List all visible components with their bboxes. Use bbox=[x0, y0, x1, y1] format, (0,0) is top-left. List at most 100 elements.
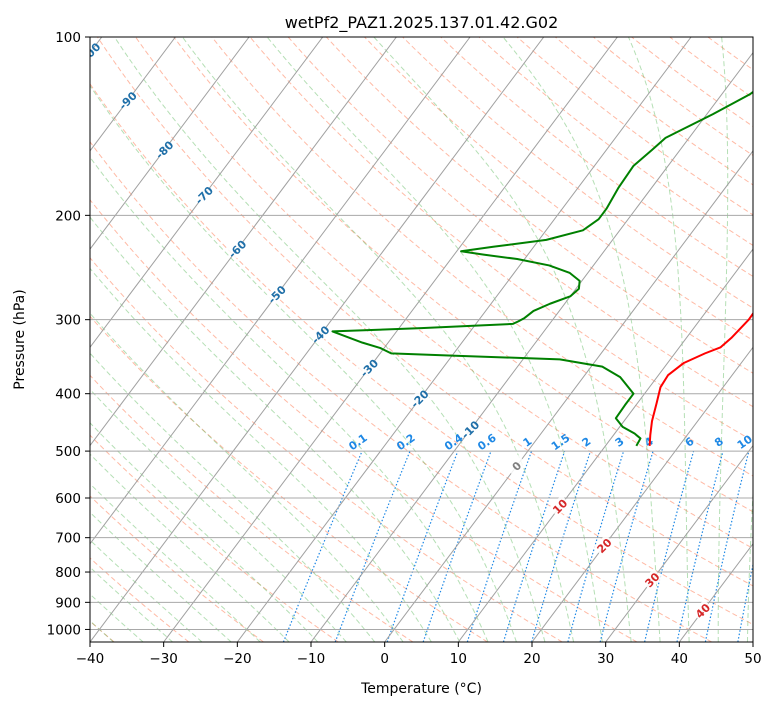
mixing-ratio-label: 3 bbox=[613, 435, 627, 450]
dry-adiabat-line bbox=[325, 37, 753, 374]
isotherm-line bbox=[90, 37, 397, 447]
dry-adiabat-line bbox=[211, 37, 753, 477]
dry-adiabat-line bbox=[90, 315, 488, 642]
mixing-ratio-line bbox=[644, 450, 695, 642]
isotherm-line bbox=[90, 37, 250, 250]
moist-adiabat-line bbox=[717, 37, 729, 642]
x-tick-label: 30 bbox=[597, 651, 614, 667]
dry-adiabat-line bbox=[402, 37, 753, 309]
y-tick-label: 400 bbox=[55, 387, 81, 403]
y-tick-label: 500 bbox=[55, 444, 81, 460]
isotherm-line bbox=[752, 641, 753, 642]
moist-adiabat-line bbox=[502, 37, 661, 642]
isotherm-label: 40 bbox=[693, 601, 713, 621]
isotherm-label: 20 bbox=[595, 536, 615, 556]
y-tick-label: 900 bbox=[55, 595, 81, 611]
mixing-ratio-line bbox=[422, 450, 492, 642]
dry-adiabat-line bbox=[554, 37, 753, 186]
y-axis-label: Pressure (hPa) bbox=[12, 289, 28, 389]
x-tick-label: 0 bbox=[380, 651, 389, 667]
mixing-ratio-line bbox=[282, 450, 363, 642]
moist-adiabat-line bbox=[90, 352, 376, 642]
x-tick-label: 20 bbox=[523, 651, 540, 667]
isotherm-label-bg bbox=[226, 237, 248, 260]
isotherm-label-bg bbox=[153, 138, 176, 161]
isotherm-label: -20 bbox=[408, 387, 431, 410]
moist-adiabat-line bbox=[90, 388, 347, 642]
isotherm-label: -60 bbox=[226, 238, 249, 261]
y-tick-label: 300 bbox=[55, 313, 81, 329]
y-axis: 1000 900 800 700 600 500 400 300 200 100 bbox=[47, 30, 90, 638]
isotherm-line bbox=[90, 37, 176, 152]
isotherm-line bbox=[457, 248, 753, 642]
isotherm-line bbox=[90, 37, 324, 349]
x-axis-label: Temperature (°C) bbox=[360, 681, 482, 697]
isotherm-label: -30 bbox=[358, 356, 381, 379]
isotherm-label-bg bbox=[592, 534, 615, 557]
mixing-ratio-label: 8 bbox=[712, 435, 726, 450]
plot-frame bbox=[89, 36, 754, 643]
isotherm-label-bg bbox=[505, 454, 528, 477]
mixing-ratio-line bbox=[567, 450, 625, 642]
isotherm-label-bg bbox=[265, 283, 288, 306]
y-tick-label: 600 bbox=[55, 491, 81, 507]
moist-adiabat-line bbox=[90, 267, 432, 642]
mixing-ratio-label: 1.5 bbox=[549, 431, 572, 453]
isotherm-line bbox=[163, 37, 618, 642]
isotherm-label-bg bbox=[309, 323, 332, 346]
x-axis: −40 −30 −20 −10 0 10 20 30 40 50 bbox=[76, 642, 762, 667]
isotherm-label-bg bbox=[548, 495, 571, 518]
y-tick-label: 800 bbox=[55, 565, 81, 581]
dry-adiabat-line bbox=[90, 83, 753, 626]
moist-adiabat-line bbox=[114, 37, 546, 642]
mixing-ratio-lines bbox=[282, 450, 775, 642]
x-tick-label: 40 bbox=[671, 651, 688, 667]
isotherms bbox=[90, 37, 753, 642]
x-tick-label: −20 bbox=[223, 651, 252, 667]
temperature-profile-line bbox=[648, 311, 753, 446]
x-tick-label: 50 bbox=[744, 651, 761, 667]
mixing-ratio-labels: 0.10.20.40.611.52346810131620253036 bbox=[346, 431, 753, 453]
mixing-ratio-line bbox=[531, 450, 592, 642]
moist-adiabat-line bbox=[90, 312, 404, 642]
isotherm-label-bg bbox=[458, 418, 481, 441]
isotherm-line bbox=[384, 150, 753, 642]
isotherm-label: -80 bbox=[153, 138, 176, 161]
isobars bbox=[90, 37, 753, 630]
dry-adiabats bbox=[90, 37, 753, 642]
dry-adiabat-line bbox=[90, 257, 563, 642]
isotherm-label-bg bbox=[90, 43, 100, 66]
isotherm-label: 10 bbox=[550, 497, 570, 517]
mixing-ratio-line bbox=[737, 561, 753, 642]
y-tick-label: 200 bbox=[55, 208, 81, 224]
moist-adiabat-line bbox=[182, 37, 575, 642]
moist-adiabat-line bbox=[266, 37, 603, 642]
mixing-ratio-line bbox=[764, 451, 775, 642]
x-tick-label: −30 bbox=[149, 651, 178, 667]
moist-adiabat-line bbox=[90, 483, 261, 642]
dry-adiabat-line bbox=[96, 37, 753, 587]
moist-adiabat-line bbox=[90, 156, 489, 642]
isotherm-label-bg bbox=[691, 599, 714, 622]
chart-title: wetPf2_PAZ1.2025.137.01.42.G02 bbox=[285, 13, 559, 33]
moist-adiabat-line bbox=[90, 539, 203, 642]
dewpoint-profile-line bbox=[331, 90, 753, 447]
isotherm-label-bg bbox=[192, 183, 215, 206]
moist-adiabat-line bbox=[90, 216, 461, 642]
isotherm-line bbox=[605, 444, 753, 642]
plot-area: 0.10.20.40.611.52346810131620253036-100-… bbox=[90, 37, 775, 642]
mixing-ratio-line bbox=[386, 450, 459, 642]
dry-adiabat-line bbox=[90, 141, 712, 642]
isotherm-label: -70 bbox=[193, 184, 216, 207]
dry-adiabat-line bbox=[90, 434, 339, 642]
mixing-ratio-line bbox=[704, 450, 750, 642]
dry-adiabat-line bbox=[707, 37, 753, 71]
mixing-ratio-line bbox=[676, 450, 724, 642]
moist-adiabat-line bbox=[628, 37, 690, 642]
isotherm-label-bg bbox=[357, 356, 380, 379]
moist-adiabat-line bbox=[90, 511, 232, 642]
moist-adiabat-line bbox=[90, 84, 517, 642]
x-tick-label: −10 bbox=[297, 651, 326, 667]
